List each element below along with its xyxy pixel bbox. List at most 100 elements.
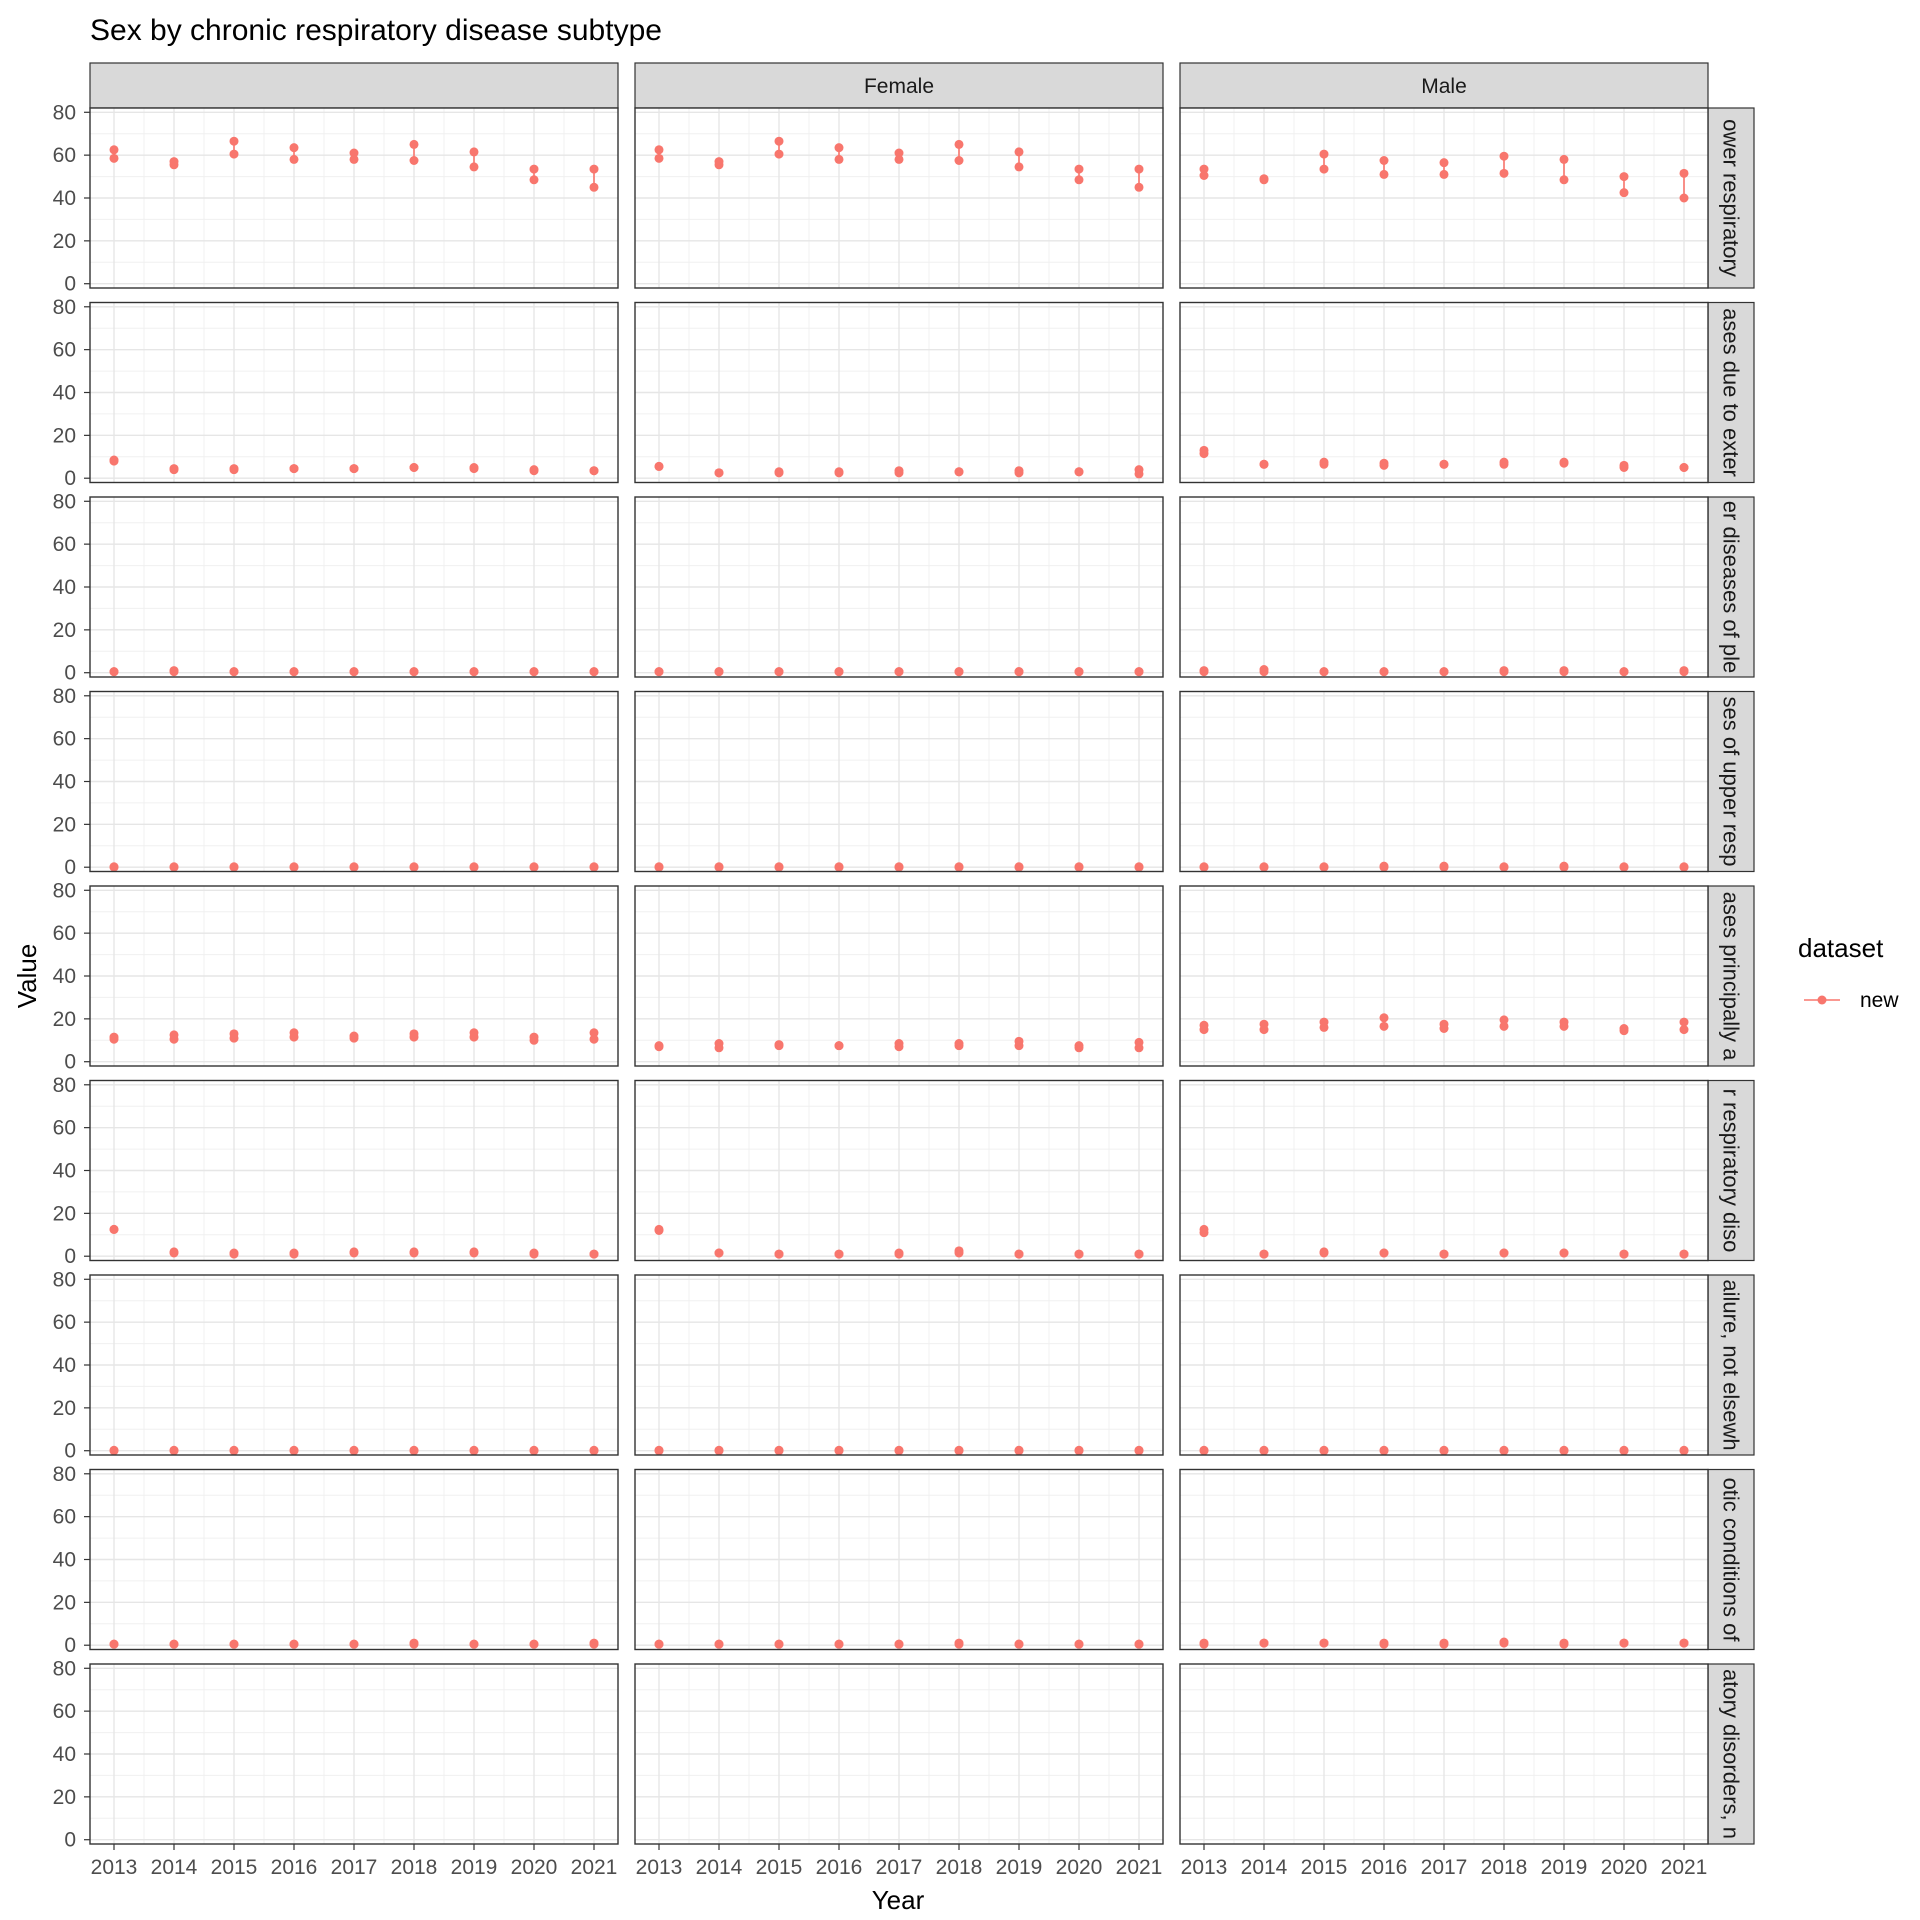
y-tick-label: 20 [53,619,76,642]
data-point [1074,862,1084,872]
x-tick-label: 2020 [1056,1856,1103,1879]
data-point [1074,1249,1084,1259]
data-point [1619,1024,1629,1033]
x-tick-label: 2014 [151,1856,198,1879]
x-tick-label: 2013 [91,1856,138,1879]
data-point [409,667,419,677]
data-point [1679,1638,1689,1648]
data-point [1259,862,1269,872]
data-point [894,154,904,164]
data-point [469,463,479,472]
data-point [409,156,419,165]
panel-border [634,885,1164,1067]
data-point [954,1246,964,1256]
y-tick-label: 20 [53,1397,76,1420]
data-point [529,1248,539,1258]
panel [89,1274,619,1456]
row-strip-label: atory disorders, n [1719,1669,1744,1839]
data-point [349,154,359,164]
data-point [654,862,664,872]
data-point [1319,164,1329,174]
data-point [1559,154,1569,164]
data-point [954,139,964,149]
data-point [589,164,599,174]
data-point [409,1247,419,1257]
data-point [1499,1637,1509,1647]
data-point [834,467,844,477]
data-point [349,148,359,158]
panel [1179,1274,1709,1456]
data-point [1559,1638,1569,1648]
row-strip-background [1707,301,1755,484]
panel [634,885,1164,1067]
y-tick-label: 80 [53,1074,76,1097]
panel [1179,1468,1709,1651]
row-strip-label: otic conditions of [1719,1478,1744,1643]
y-axis-title: Value [12,944,42,1009]
data-point [169,157,179,167]
row-strip-label: ower respiratory [1719,119,1744,277]
data-point [714,1248,724,1258]
panel [1179,690,1709,873]
data-point [289,1445,299,1455]
data-point [1439,459,1449,469]
data-point [1379,1013,1389,1023]
data-point [1679,1017,1689,1027]
panel-border [1179,496,1709,678]
data-point [1439,1019,1449,1029]
y-tick-label: 40 [53,1354,76,1377]
data-point [349,1639,359,1649]
data-point [1679,193,1689,203]
y-tick-label: 20 [53,230,76,253]
data-point [774,1445,784,1455]
panel-border [89,496,619,678]
data-point [1134,862,1144,872]
panel [1179,885,1709,1067]
data-point [409,862,419,872]
data-point [529,667,539,677]
data-point [109,455,119,465]
data-point [469,667,479,677]
data-point [714,468,724,478]
data-point [834,1445,844,1455]
data-point [109,862,119,872]
y-tick-label: 40 [53,771,76,794]
data-point [834,667,844,677]
row-strip-background [1707,1079,1755,1262]
panel [89,107,619,289]
data-point [1014,466,1024,476]
panel-border [634,1274,1164,1456]
data-point [529,1445,539,1455]
data-point [654,1445,664,1455]
y-tick-label: 80 [53,1268,76,1291]
y-tick-label: 60 [53,922,76,945]
data-point [109,1224,119,1234]
row-strip: ases principally a [1707,885,1755,1067]
data-point [1379,1638,1389,1648]
data-point [289,143,299,153]
row-strip: r respiratory diso [1707,1079,1755,1262]
x-tick-label: 2018 [1481,1856,1528,1879]
y-tick-label: 80 [53,1463,76,1486]
data-point [469,1247,479,1257]
y-tick-label: 20 [53,1591,76,1614]
data-point [1499,1445,1509,1455]
x-tick-label: 2015 [1301,1856,1348,1879]
data-point [1014,1445,1024,1455]
data-point [1499,1015,1509,1025]
data-point [1074,1041,1084,1051]
panel-border [1179,1274,1709,1456]
y-tick-label: 20 [53,424,76,447]
x-tick-label: 2013 [1181,1856,1228,1879]
y-tick-label: 80 [53,1657,76,1680]
data-point [774,1249,784,1259]
data-point [1499,666,1509,676]
data-point [1199,1224,1209,1234]
data-point [109,667,119,677]
data-point [469,162,479,172]
panel-border [89,690,619,873]
chart-title: Sex by chronic respiratory disease subty… [90,14,662,47]
data-point [654,1224,664,1234]
x-tick-label: 2014 [1241,1856,1288,1879]
data-point [1014,162,1024,172]
